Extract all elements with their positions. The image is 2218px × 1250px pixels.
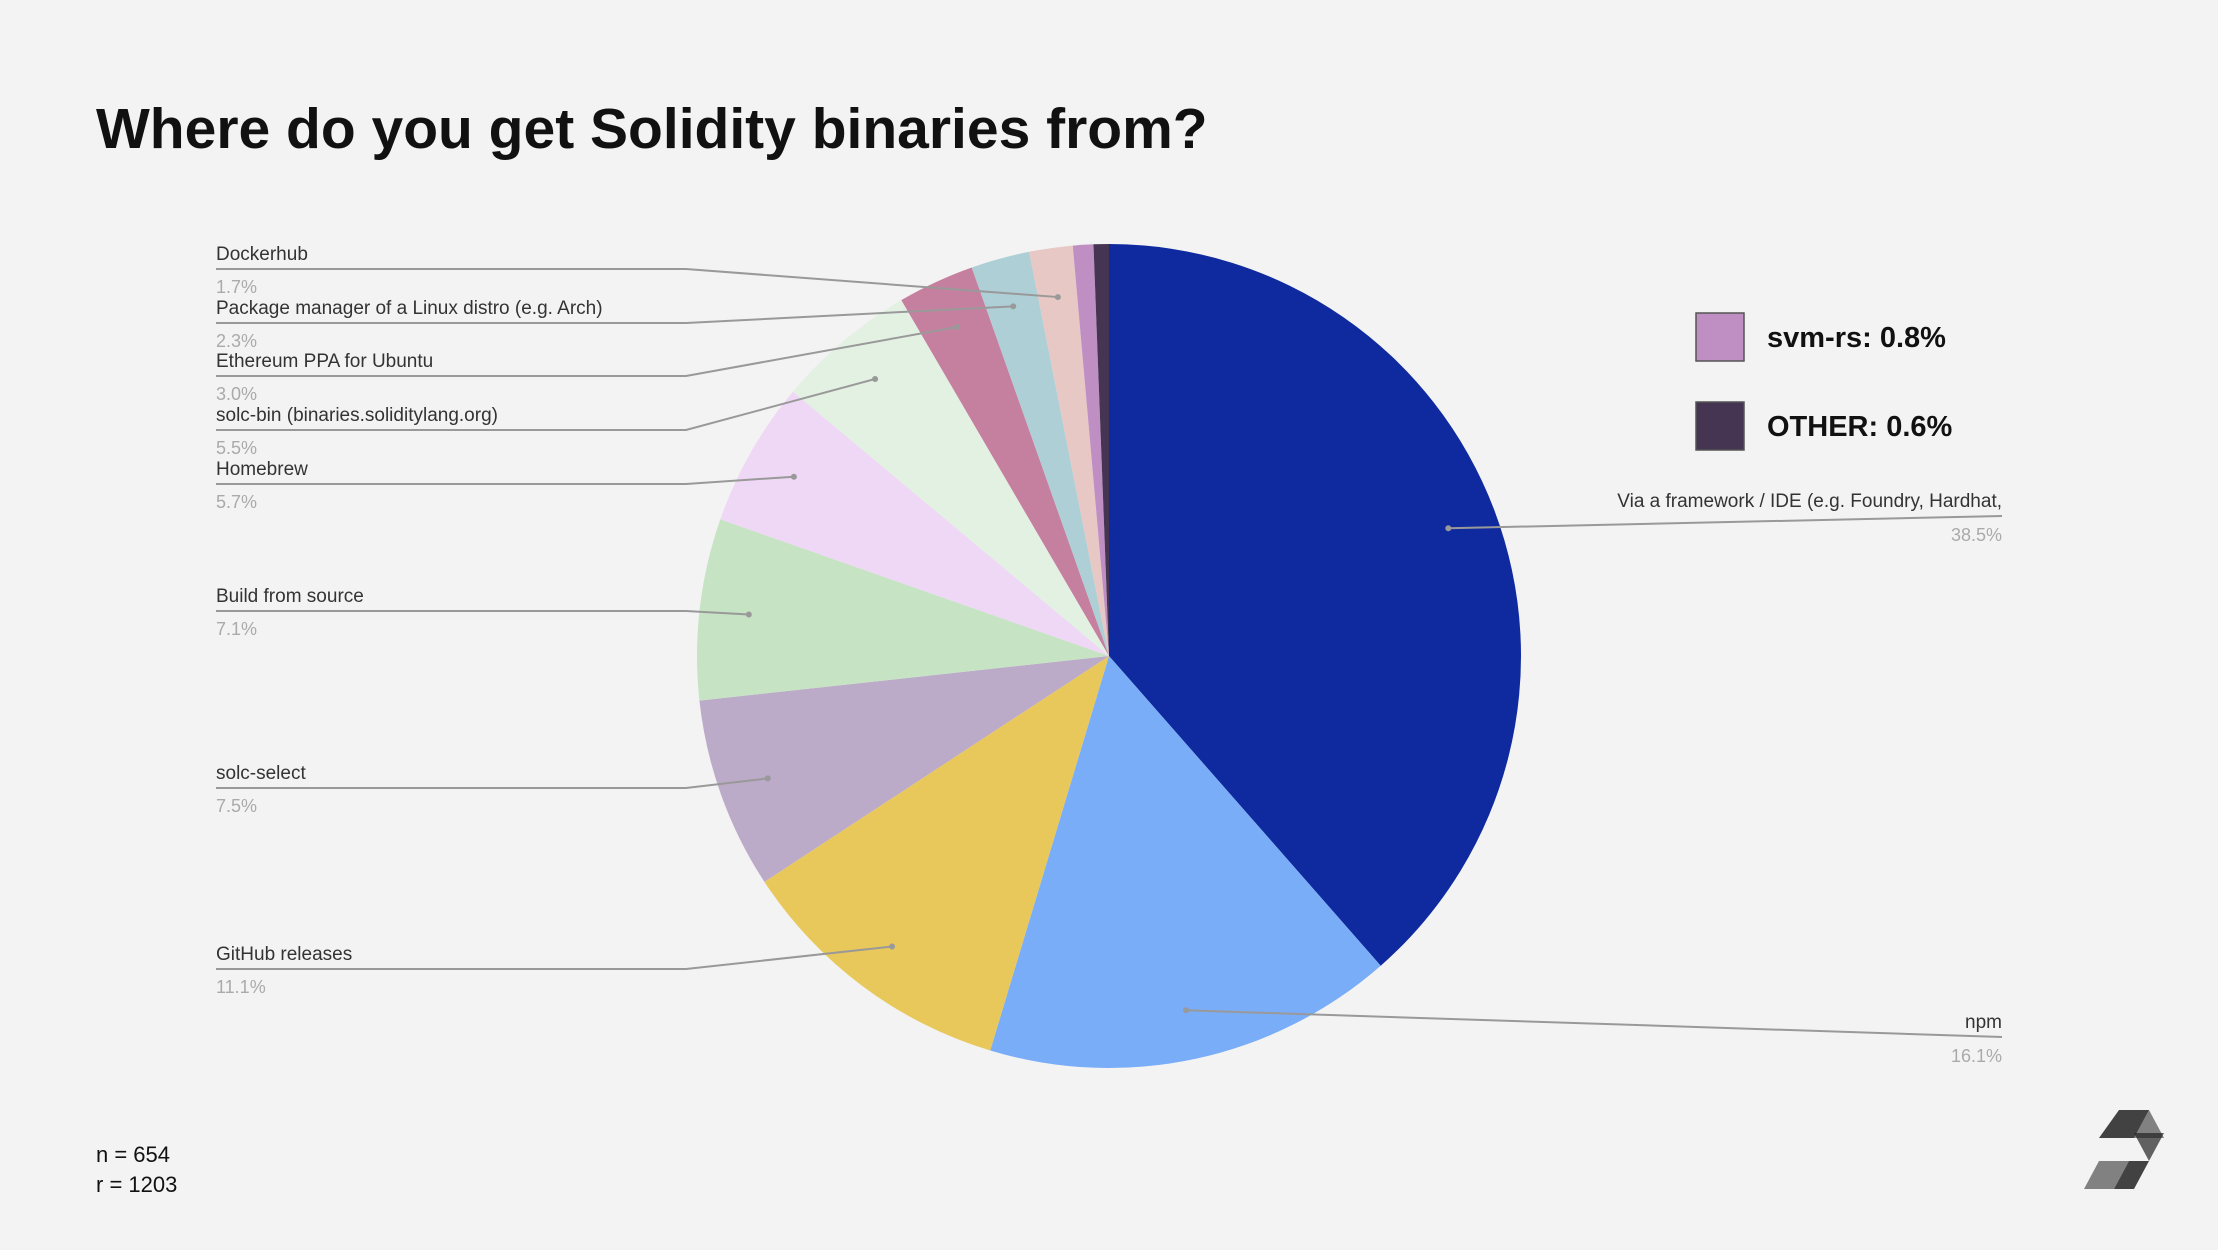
slice-value: 3.0% <box>216 384 257 404</box>
slice-label: Build from source <box>216 586 364 607</box>
note: r = 1203 <box>96 1172 177 1197</box>
pie-slice <box>720 391 1109 656</box>
leader-dot <box>745 611 752 618</box>
slice-value: 5.5% <box>216 438 257 458</box>
slice-value: 11.1% <box>216 977 266 997</box>
slice-label: npm <box>1965 1012 2002 1033</box>
leader-line <box>216 326 957 377</box>
slice-label: Homebrew <box>216 459 308 480</box>
leader-dot <box>872 375 879 382</box>
pie-slice <box>1093 244 1109 656</box>
leader-dot <box>1182 1007 1189 1014</box>
legend-swatch <box>1695 401 1745 451</box>
leader-dot <box>953 324 960 331</box>
slice-value: 5.7% <box>216 492 257 512</box>
pie-slice <box>697 519 1109 701</box>
legend-label: OTHER: 0.6% <box>1767 411 1953 443</box>
slice-label: Package manager of a Linux distro (e.g. … <box>216 298 603 319</box>
pie-slice <box>971 251 1109 656</box>
leader-line <box>216 268 1058 299</box>
slice-label: solc-select <box>216 763 306 784</box>
slice-label: Dockerhub <box>216 244 308 265</box>
leader-line <box>216 777 768 789</box>
leader-dot <box>764 775 771 782</box>
leader-line <box>216 378 876 431</box>
pie-slice <box>699 656 1109 882</box>
leader-dot <box>1010 303 1017 310</box>
slice-label: solc-bin (binaries.soliditylang.org) <box>216 405 498 426</box>
pie-slice <box>901 267 1109 656</box>
pie-slice <box>1072 244 1109 656</box>
chart-title: Where do you get Solidity binaries from? <box>96 97 1208 161</box>
slice-value: 7.5% <box>216 796 257 816</box>
leader-line <box>216 475 794 485</box>
leader-line <box>216 305 1014 324</box>
leader-dot <box>1445 525 1452 532</box>
slice-label: Ethereum PPA for Ubuntu <box>216 351 433 372</box>
leader-line <box>216 945 893 970</box>
leader-dot <box>1054 294 1061 301</box>
leader-line <box>1185 1009 2003 1038</box>
slice-value: 1.7% <box>216 277 257 297</box>
slice-value: 7.1% <box>216 619 257 639</box>
leader-line <box>216 610 749 616</box>
pie-slice <box>1109 244 1522 966</box>
logo <box>2084 1110 2164 1189</box>
note: n = 654 <box>96 1142 170 1167</box>
leader-dot <box>889 943 896 950</box>
pie-slice <box>792 300 1109 656</box>
slice-value: 2.3% <box>216 331 257 351</box>
legend-swatch <box>1695 312 1745 362</box>
slice-value: 38.5% <box>1951 525 2002 545</box>
leader-line <box>1448 515 2003 530</box>
pie-slice <box>1029 245 1109 657</box>
slice-value: 16.1% <box>1951 1046 2002 1066</box>
leader-dot <box>790 473 797 480</box>
legend-label: svm-rs: 0.8% <box>1767 322 1946 354</box>
slice-label: GitHub releases <box>216 944 352 965</box>
pie-slice <box>990 656 1381 1068</box>
slice-label: Via a framework / IDE (e.g. Foundry, Har… <box>1617 491 2002 512</box>
